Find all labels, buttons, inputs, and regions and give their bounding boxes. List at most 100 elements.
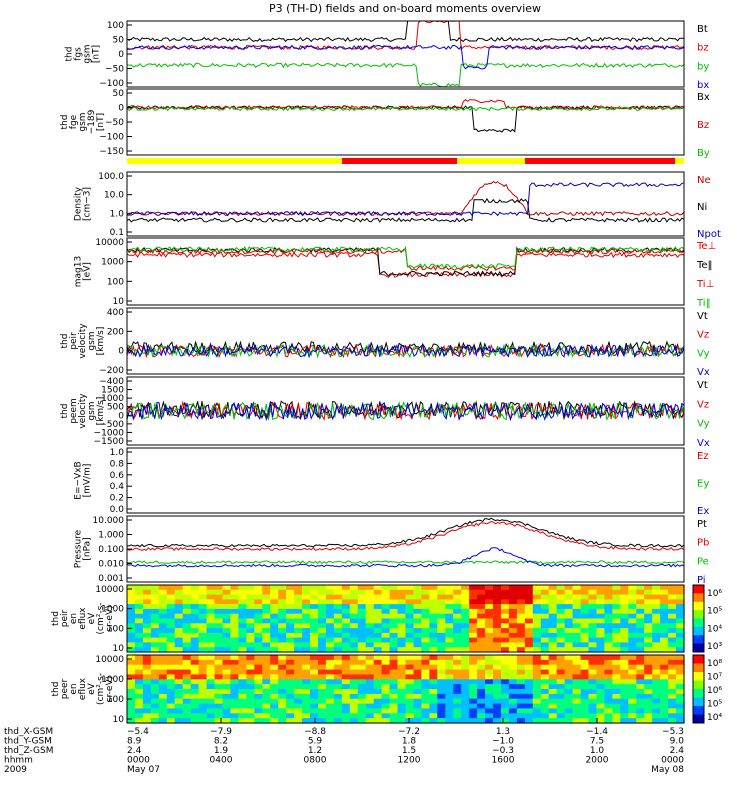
spectrogram-cell — [508, 599, 518, 605]
spectrogram-cell — [477, 679, 486, 685]
spectrogram-cell — [548, 585, 558, 591]
spectrogram-cell — [564, 693, 574, 700]
spectrogram-cell — [501, 674, 510, 680]
spectrogram-cell — [190, 703, 200, 710]
spectrogram-cell — [652, 623, 661, 629]
spectrogram-cell — [644, 708, 653, 714]
spectrogram-cell — [158, 608, 168, 615]
spectrogram-cell — [341, 585, 351, 591]
spectrogram-cell — [278, 637, 287, 643]
spectrogram-cell — [246, 708, 255, 714]
spectrogram-cell — [198, 674, 208, 680]
spectrogram-cell — [166, 608, 176, 615]
spectrogram-cell — [302, 674, 311, 680]
spectrogram-cell — [294, 689, 303, 695]
spectrogram-cell — [294, 718, 303, 724]
spectrogram-cell — [190, 659, 200, 666]
spectrogram-cell — [405, 684, 415, 690]
spectrogram-cell — [421, 689, 430, 695]
spectrogram-cell — [516, 669, 526, 676]
spectrogram-cell — [636, 703, 645, 710]
spectrogram-cell — [437, 703, 446, 710]
spectrogram-cell — [405, 689, 415, 695]
spectrogram-cell — [429, 664, 438, 671]
spectrogram-cell — [493, 585, 502, 591]
spectrogram-cell — [294, 669, 303, 676]
spectrogram-cell — [318, 589, 327, 596]
spectrogram-cell — [405, 589, 415, 596]
spectrogram-cell — [453, 689, 462, 695]
spectrogram-cell — [294, 693, 303, 700]
spectrogram-cell — [532, 659, 542, 666]
spectrogram-cell — [182, 632, 192, 639]
spectrogram-cell — [604, 674, 613, 680]
y-tick-label: 0.0 — [110, 505, 125, 515]
spectrogram-cell — [341, 659, 351, 666]
spectrogram-cell — [318, 604, 327, 610]
spectrogram-cell — [501, 655, 510, 661]
spectrogram-cell — [564, 684, 574, 690]
spectrogram-cell — [333, 669, 343, 676]
spectrogram-cell — [135, 642, 144, 648]
spectrogram-cell — [636, 599, 645, 605]
spectrogram-cell — [127, 632, 136, 639]
spectrogram-cell — [501, 713, 510, 719]
spectrogram-cell — [150, 669, 160, 676]
spectrogram-cell — [310, 642, 319, 648]
spectrogram-cell — [214, 637, 224, 643]
spectrogram-cell — [357, 703, 367, 710]
spectrogram-cell — [453, 684, 462, 690]
spectrogram-cell — [158, 632, 168, 639]
spectrogram-cell — [214, 684, 224, 690]
spectrogram-cell — [373, 618, 383, 624]
spectrogram-cell — [278, 674, 287, 680]
spectrogram-cell — [166, 713, 176, 719]
spectrogram-cell — [596, 642, 606, 648]
spectrogram-cell — [389, 632, 399, 639]
legend-Ez: Ez — [697, 451, 709, 462]
spectrogram-cell — [310, 632, 319, 639]
legend-By: By — [697, 148, 710, 159]
spectrogram-cell — [278, 589, 287, 596]
spectrogram-cell — [620, 599, 629, 605]
spectrogram-cell — [405, 679, 415, 685]
spectrogram-cell — [445, 659, 454, 666]
spectrogram-cell — [230, 718, 239, 724]
spectrogram-cell — [445, 642, 454, 648]
spectrogram-cell — [230, 703, 239, 710]
spectrogram-cell — [588, 703, 598, 710]
spectrogram-cell — [142, 684, 152, 690]
spectrogram-cell — [214, 613, 224, 620]
spectrogram-cell — [501, 628, 510, 634]
spectrogram-cell — [270, 623, 279, 629]
spectrogram-cell — [341, 623, 351, 629]
spectrogram-cell — [532, 594, 542, 600]
spectrogram-cell — [477, 618, 486, 624]
spectrogram-cell — [445, 608, 454, 615]
spectrogram-cell — [246, 642, 255, 648]
spectrogram-cell — [524, 655, 534, 661]
spectrogram-cell — [341, 618, 351, 624]
y-tick-label: 0.4 — [110, 482, 125, 492]
spectrogram-cell — [564, 618, 574, 624]
spectrogram-cell — [477, 693, 486, 700]
spectrogram-cell — [556, 718, 566, 724]
x-axis-row-label: hhmm — [4, 756, 33, 766]
spectrogram-cell — [381, 679, 391, 685]
spectrogram-cell — [222, 664, 232, 671]
spectrogram-cell — [596, 655, 606, 661]
spectrogram-cell — [532, 608, 542, 615]
spectrogram-cell — [485, 613, 494, 620]
spectrogram-cell — [254, 637, 263, 643]
x-axis-value: 1.5 — [402, 746, 416, 756]
spectrogram-cell — [142, 585, 152, 591]
spectrogram-cell — [135, 608, 144, 615]
spectrogram-cell — [318, 713, 327, 719]
spectrogram-cell — [286, 599, 295, 605]
spectrogram-cell — [294, 703, 303, 710]
spectrogram-cell — [644, 647, 653, 653]
spectrogram-cell — [453, 655, 462, 661]
spectrogram-cell — [182, 655, 192, 661]
y-tick-label: 200 — [107, 327, 124, 337]
spectrogram-cell — [469, 698, 478, 705]
